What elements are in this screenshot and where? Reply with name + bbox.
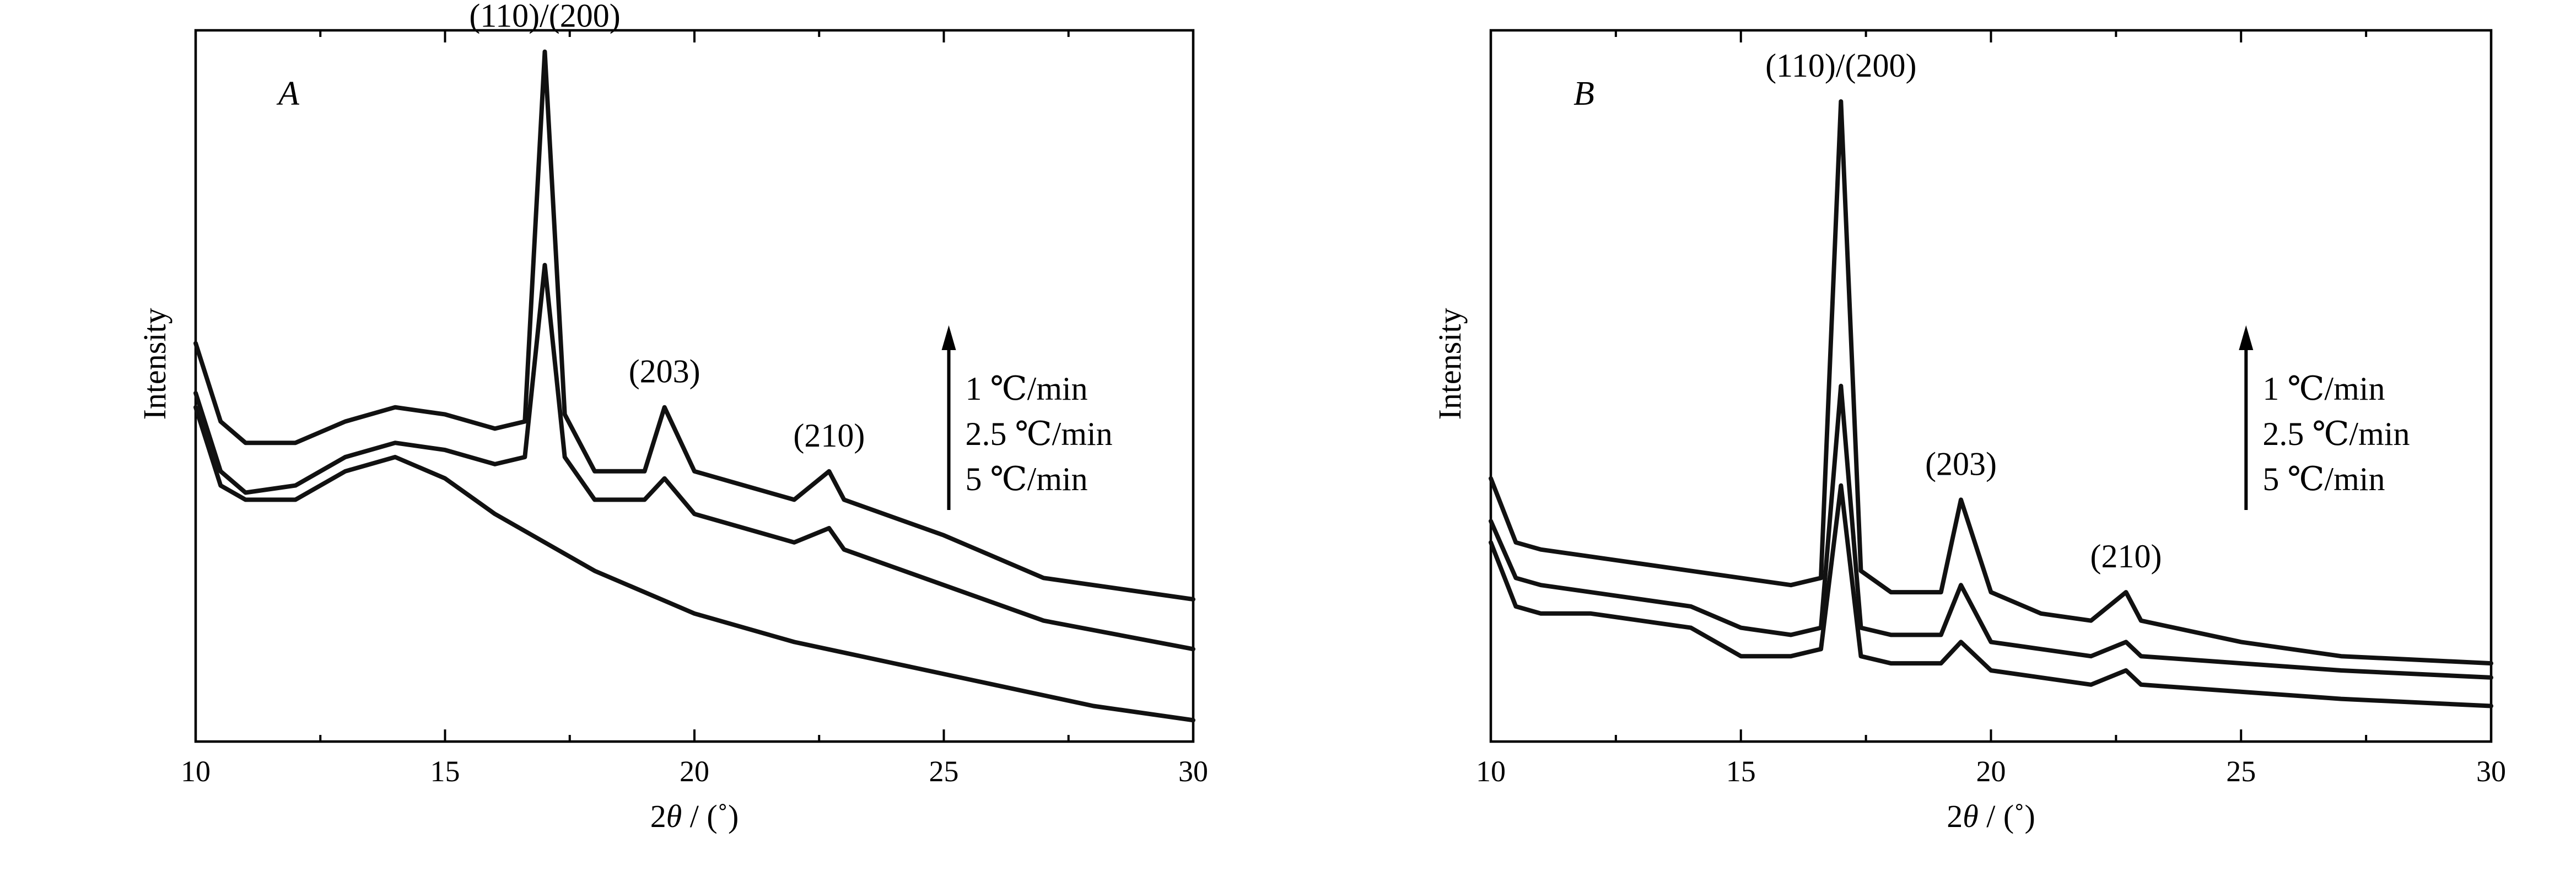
x-tick-label: 30 bbox=[1178, 755, 1208, 788]
peak-label: (203) bbox=[629, 353, 700, 390]
series-line-1 bbox=[193, 49, 1195, 602]
peak-label: (203) bbox=[1925, 445, 1997, 482]
legend-entry: 5 ℃/min bbox=[966, 461, 1088, 497]
x-tick-label: 20 bbox=[1976, 755, 2006, 788]
x-tick-label: 30 bbox=[2476, 755, 2506, 788]
x-axis-title: 2θ / (˚) bbox=[650, 798, 739, 834]
peak-label: (210) bbox=[793, 417, 865, 454]
legend-entry: 2.5 ℃/min bbox=[966, 416, 1113, 452]
x-tick-label: 15 bbox=[1726, 755, 1756, 788]
y-axis-title: Intensity bbox=[137, 308, 173, 420]
series-line-3 bbox=[1489, 483, 2493, 708]
legend-entry: 5 ℃/min bbox=[2262, 461, 2385, 497]
x-axis-title: 2θ / (˚) bbox=[1947, 798, 2035, 834]
chart-panel-b: 10 15 20 25 30 2θ / (˚) Intensity B (110)/(200) (… bbox=[1432, 29, 2506, 834]
series-line-3 bbox=[193, 405, 1195, 723]
x-tick-label: 15 bbox=[430, 755, 460, 788]
x-tick-label: 10 bbox=[181, 755, 211, 788]
x-tick-label: 25 bbox=[929, 755, 959, 788]
x-tick-label: 25 bbox=[2226, 755, 2256, 788]
legend-entry: 1 ℃/min bbox=[966, 370, 1088, 407]
legend-entry: 2.5 ℃/min bbox=[2262, 416, 2410, 452]
arrow-head bbox=[941, 325, 956, 350]
y-axis-title: Intensity bbox=[1432, 308, 1468, 420]
series-line-1 bbox=[1489, 99, 2493, 666]
panel-label: B bbox=[1573, 75, 1594, 112]
panel-label: A bbox=[276, 75, 300, 112]
series-line-2 bbox=[1489, 384, 2493, 680]
arrow-head bbox=[2239, 325, 2254, 350]
peak-label: (110)/(200) bbox=[1765, 47, 1916, 84]
peak-label: (210) bbox=[2090, 538, 2162, 574]
legend-entry: 1 ℃/min bbox=[2262, 370, 2385, 407]
series-line-2 bbox=[193, 262, 1195, 652]
chart-panel-a: 10 15 20 25 30 2θ / (˚) Intensity A (110)/(200) (… bbox=[137, 0, 1208, 834]
x-tick-label: 20 bbox=[680, 755, 709, 788]
x-tick-label: 10 bbox=[1476, 755, 1506, 788]
peak-label: (110)/(200) bbox=[469, 0, 620, 34]
